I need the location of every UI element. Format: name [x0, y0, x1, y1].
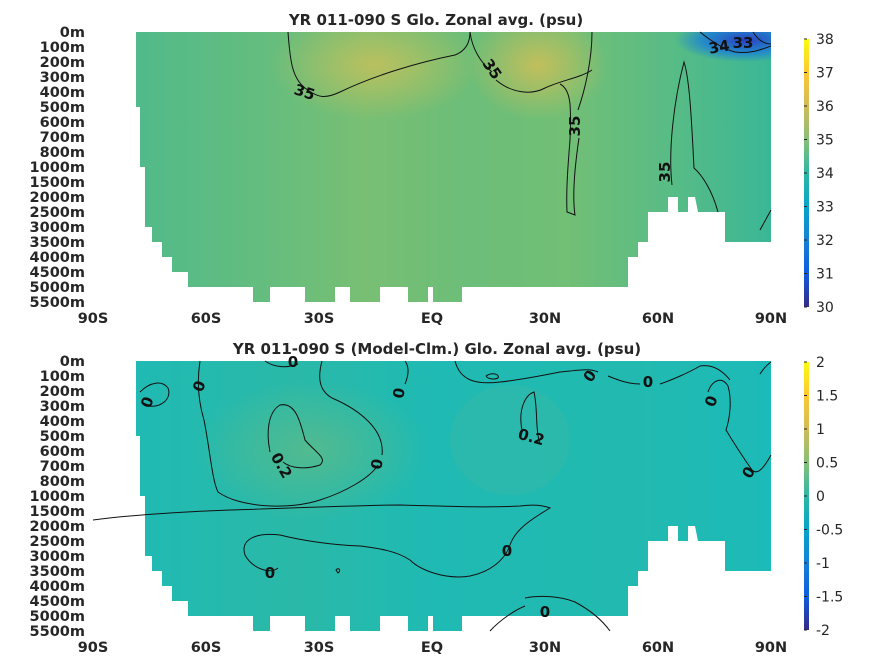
colorbar-tick-label: 1: [816, 422, 825, 438]
y-tick-label: 100m: [40, 40, 85, 56]
y-tick-label: 800m: [40, 145, 85, 161]
colorbar-tick-label: 31: [816, 267, 834, 283]
panel2-land-mask: [93, 361, 771, 631]
y-tick-label: 5000m: [30, 280, 85, 296]
y-tick-label: 4000m: [30, 250, 85, 266]
x-tick-label: 30S: [304, 640, 335, 656]
colorbar-tick-label: 30: [816, 300, 834, 316]
y-tick-label: 1500m: [30, 175, 85, 191]
y-tick-label: 1000m: [30, 160, 85, 176]
colorbar-tick-label: 37: [816, 66, 834, 82]
x-tick-label: 60S: [191, 640, 222, 656]
y-tick-label: 2000m: [30, 190, 85, 206]
y-tick-label: 5500m: [30, 295, 85, 311]
y-tick-label: 2500m: [30, 534, 85, 550]
y-tick-label: 400m: [40, 85, 85, 101]
y-tick-label: 500m: [40, 429, 85, 445]
y-tick-label: 300m: [40, 399, 85, 415]
y-tick-label: 3500m: [30, 564, 85, 580]
x-tick-label: 90S: [78, 640, 109, 656]
colorbar-tick-label: 34: [816, 166, 834, 182]
contour-label: 0: [502, 542, 512, 560]
contour-label: 33: [733, 34, 754, 52]
y-tick-label: 1000m: [30, 489, 85, 505]
colorbar-tick-label: 36: [816, 99, 834, 115]
colorbar-tick-label: 32: [816, 233, 834, 249]
panel1-land-mask: [93, 32, 771, 302]
colorbar-tick-label: 2: [816, 355, 825, 371]
x-tick-label: 30N: [529, 640, 561, 656]
x-tick-label: 30N: [529, 311, 561, 327]
y-tick-label: 100m: [40, 369, 85, 385]
panel2-colorbar-ticks: 2 1.5 1 0.5 0 -0.5 -1 -1.5 -2: [804, 355, 843, 639]
panel1-axes: 90S 60S 30S EQ 30N 60N 90N0m100m200m300m400m50…: [30, 25, 788, 327]
panel1-title: YR 011-090 S Glo. Zonal avg. (psu): [288, 11, 583, 29]
x-tick-label: 60N: [642, 640, 674, 656]
y-tick-label: 3000m: [30, 220, 85, 236]
y-tick-label: 500m: [40, 100, 85, 116]
y-tick-label: 800m: [40, 474, 85, 490]
contour-label: 0: [288, 353, 298, 371]
x-tick-label: EQ: [421, 311, 443, 327]
x-tick-label: 30S: [304, 311, 335, 327]
y-tick-label: 300m: [40, 70, 85, 86]
panel-salinity-anomaly: YR 011-090 S (Model-Clm.) Glo. Zonal avg…: [30, 340, 844, 656]
colorbar-tick-label: 0.5: [816, 456, 838, 472]
y-tick-label: 0m: [60, 25, 85, 41]
contour-label: 0: [367, 457, 387, 470]
colorbar-tick-label: 33: [816, 200, 834, 216]
y-tick-label: 2000m: [30, 519, 85, 535]
colorbar-tick-label: 35: [816, 133, 834, 149]
panel2-title: YR 011-090 S (Model-Clm.) Glo. Zonal avg…: [232, 340, 641, 358]
y-tick-label: 1500m: [30, 504, 85, 520]
colorbar-tick-label: -0.5: [816, 523, 843, 539]
colorbar-tick-label: -1.5: [816, 590, 843, 606]
panel2-axes: 90S 60S 30S EQ 30N 60N 90N0m100m200m300m400m50…: [30, 354, 788, 656]
x-tick-label: 90S: [78, 311, 109, 327]
colorbar-tick-label: -2: [816, 623, 830, 639]
colorbar-tick-label: 1.5: [816, 389, 838, 405]
colorbar-tick-label: 0: [816, 489, 825, 505]
contour-label: 34: [707, 36, 731, 57]
y-tick-label: 200m: [40, 55, 85, 71]
contour-label: 35: [292, 80, 317, 104]
panel1-colorbar-ticks: 38 37 36 35 34 33 32 31 30: [804, 32, 834, 316]
y-tick-label: 3000m: [30, 549, 85, 565]
contour-label: 35: [656, 162, 674, 183]
y-tick-label: 600m: [40, 444, 85, 460]
y-tick-label: 5000m: [30, 609, 85, 625]
y-tick-label: 0m: [60, 354, 85, 370]
y-tick-label: 700m: [40, 130, 85, 146]
panel-salinity: YR 011-090 S Glo. Zonal avg. (psu) 35 35…: [30, 11, 834, 327]
colorbar-tick-label: 38: [816, 32, 834, 48]
x-tick-label: 90N: [755, 640, 787, 656]
y-tick-label: 400m: [40, 414, 85, 430]
y-tick-label: 600m: [40, 115, 85, 131]
x-tick-label: 60S: [191, 311, 222, 327]
x-tick-label: EQ: [421, 640, 443, 656]
x-tick-label: 60N: [642, 311, 674, 327]
y-tick-label: 700m: [40, 459, 85, 475]
colorbar-tick-label: -1: [816, 556, 830, 572]
y-tick-label: 4500m: [30, 265, 85, 281]
contour-label: 0: [540, 603, 550, 621]
y-tick-label: 2500m: [30, 205, 85, 221]
contour-label: 0: [643, 373, 653, 391]
panel1-contours: [287, 31, 772, 231]
panel2-contours: [92, 360, 772, 632]
panel1-field: [93, 32, 771, 302]
contour-label: 35: [566, 116, 584, 137]
contour-label: 0: [389, 386, 409, 399]
y-tick-label: 200m: [40, 384, 85, 400]
contour-label: 0: [265, 564, 275, 582]
y-tick-label: 4500m: [30, 594, 85, 610]
y-tick-label: 5500m: [30, 624, 85, 640]
x-tick-label: 90N: [755, 311, 787, 327]
y-tick-label: 4000m: [30, 579, 85, 595]
y-tick-label: 3500m: [30, 235, 85, 251]
